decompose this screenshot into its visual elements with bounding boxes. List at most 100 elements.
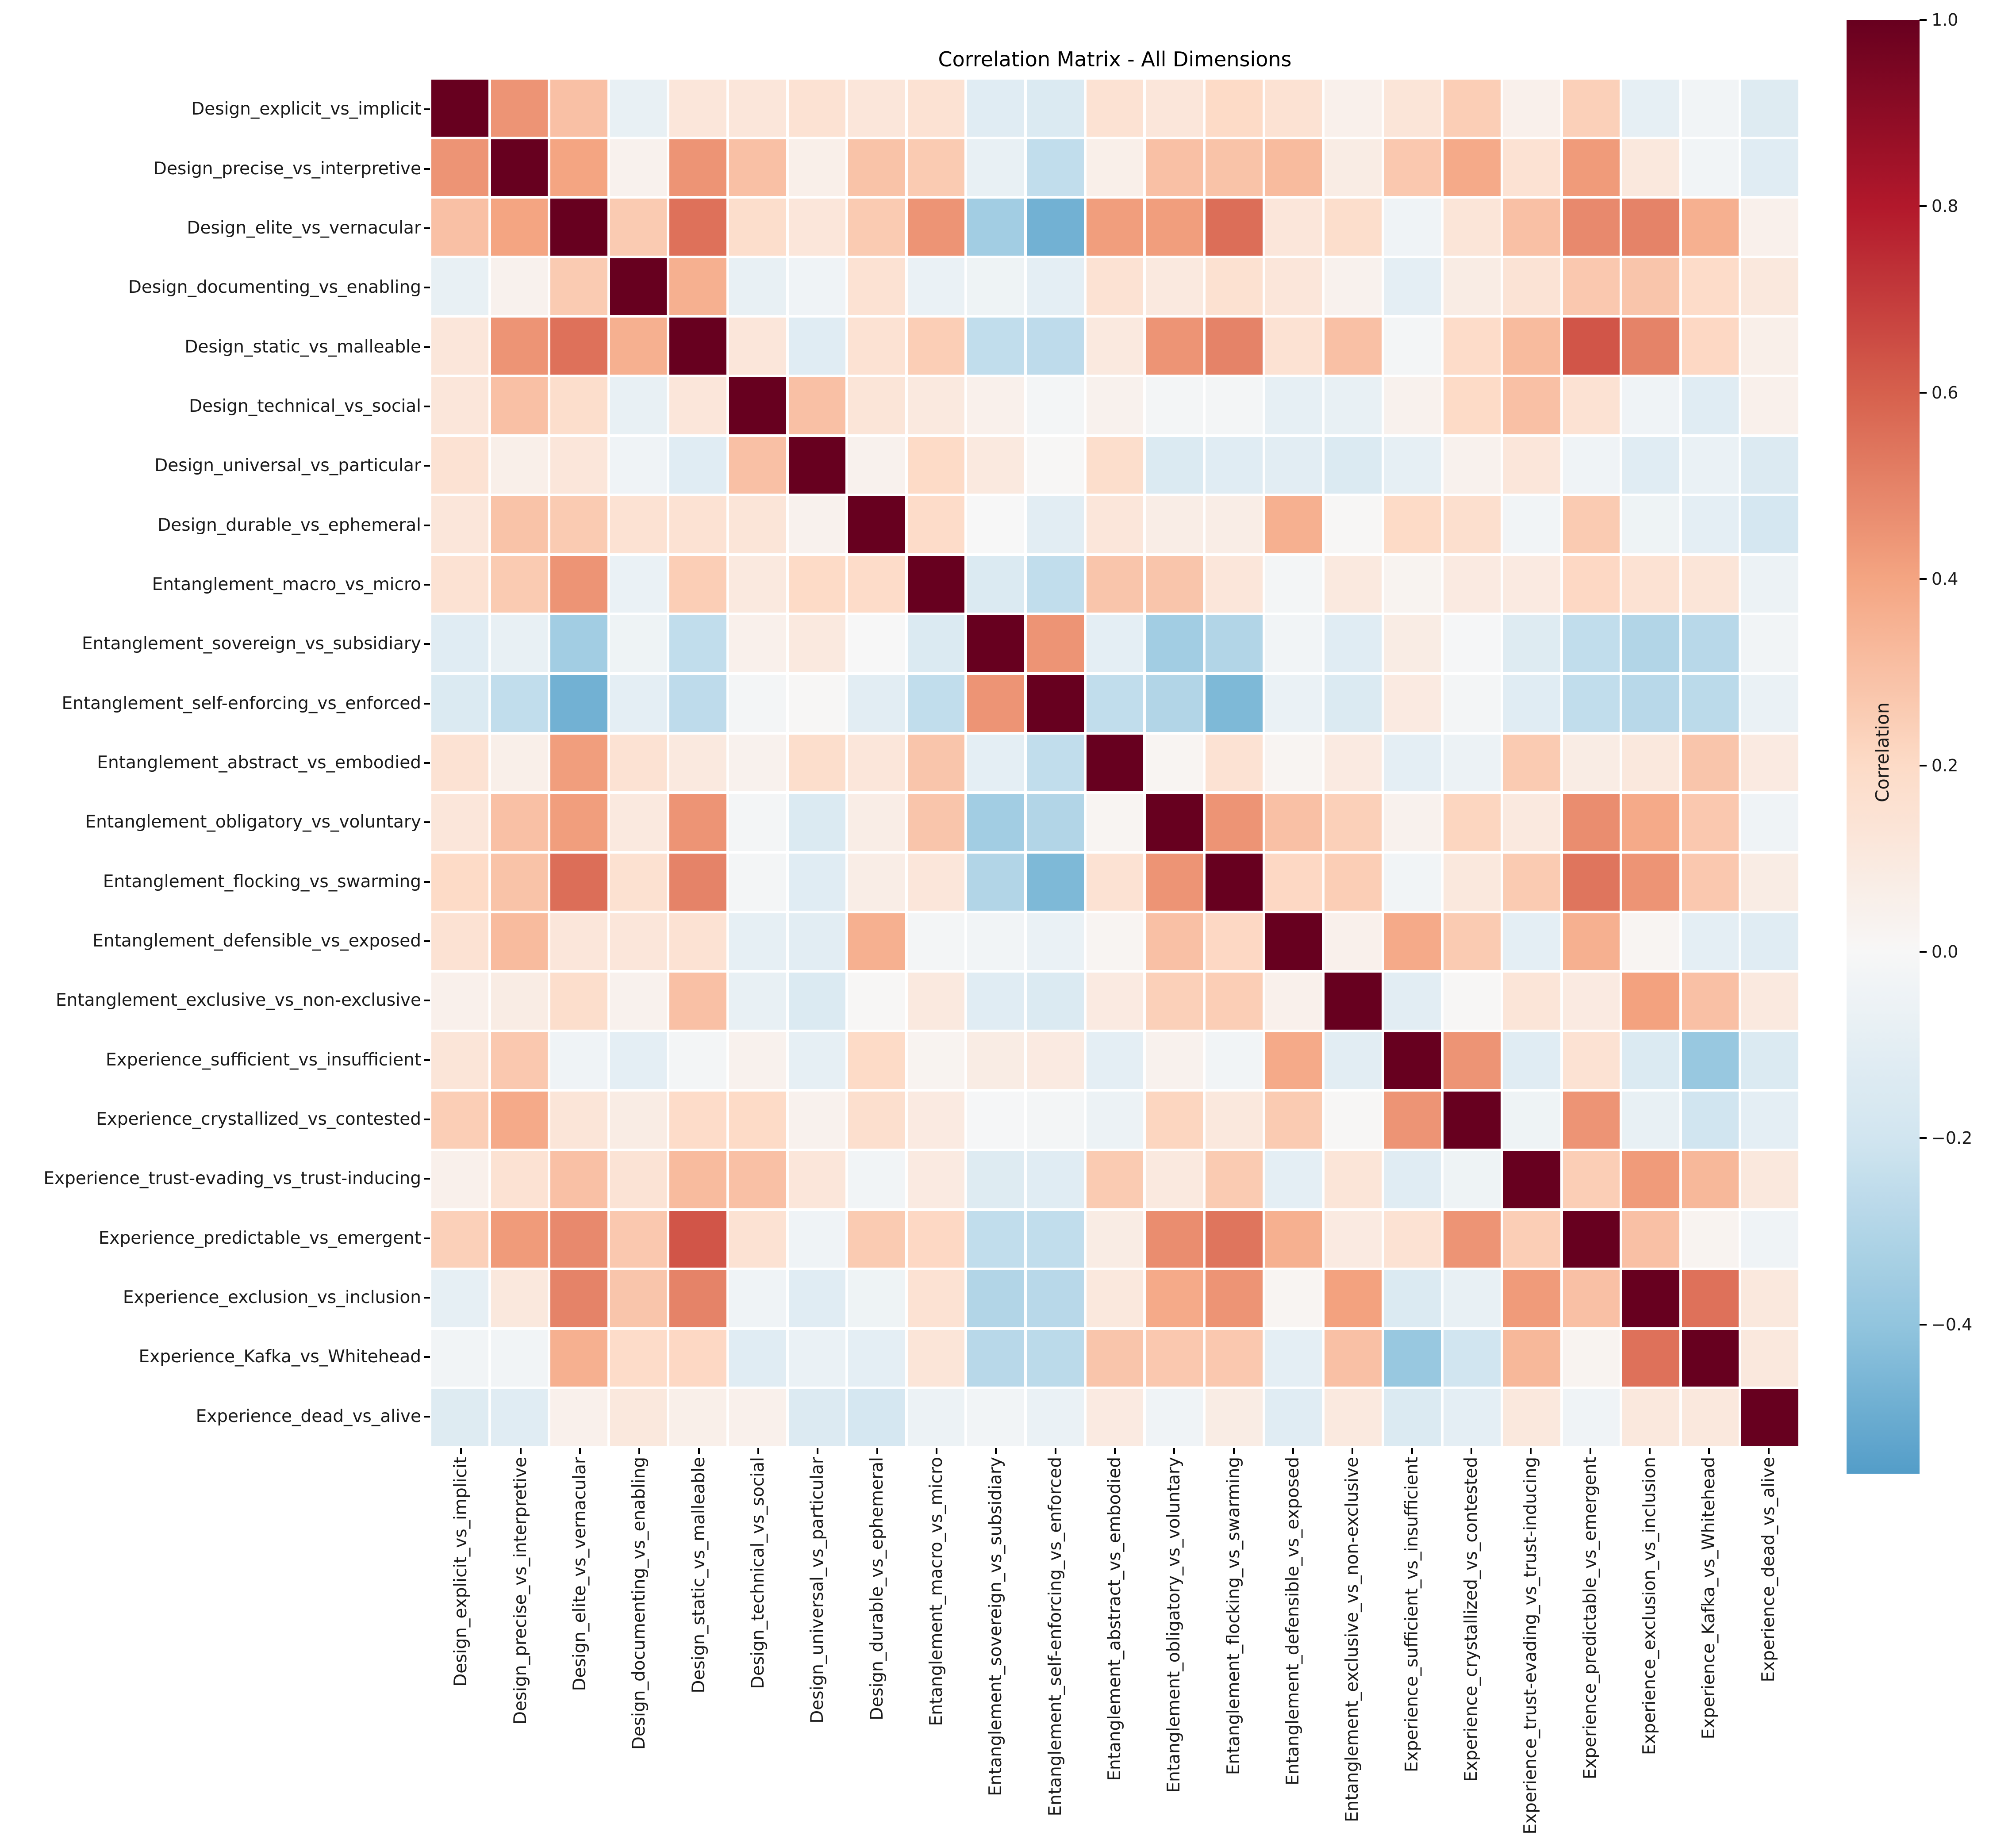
heatmap-cell [491, 139, 548, 196]
heatmap-cell [788, 318, 846, 375]
heatmap-cell [1444, 853, 1501, 911]
heatmap-cell [1027, 258, 1084, 315]
heatmap-cell [1741, 675, 1798, 732]
heatmap-cell [1325, 615, 1382, 673]
heatmap-cell [1741, 853, 1798, 911]
x-tick-label: Entanglement_sovereign_vs_subsidiary [986, 1457, 1006, 1797]
heatmap-cell [610, 1092, 667, 1149]
x-tick-mark [1054, 1448, 1056, 1454]
heatmap-cell [848, 1330, 905, 1387]
heatmap-cell [1027, 1389, 1084, 1446]
heatmap-cell [1027, 437, 1084, 494]
heatmap-cell [550, 913, 607, 970]
x-tick-label: Experience_dead_vs_alive [1758, 1457, 1778, 1682]
heatmap-cell [729, 913, 786, 970]
heatmap-cell [1027, 913, 1084, 970]
heatmap-cell [848, 973, 905, 1030]
heatmap-cell [907, 377, 965, 434]
heatmap-cell [1027, 1270, 1084, 1327]
y-tick-label: Experience_Kafka_vs_Whitehead [138, 1347, 421, 1367]
heatmap-cell [669, 1270, 727, 1327]
heatmap-cell [1444, 496, 1501, 553]
y-tick-label: Entanglement_flocking_vs_swarming [103, 871, 421, 892]
heatmap-cell [1146, 1389, 1203, 1446]
heatmap-cell [848, 615, 905, 673]
heatmap-cell [1027, 1211, 1084, 1268]
heatmap-cell [1622, 496, 1679, 553]
heatmap-cell [1205, 1389, 1263, 1446]
heatmap-cell [610, 1032, 667, 1089]
x-tick-label: Design_precise_vs_interpretive [510, 1457, 530, 1725]
y-tick-mark [424, 1119, 430, 1121]
heatmap-cell [669, 1151, 727, 1208]
heatmap-cell [1086, 1032, 1144, 1089]
heatmap-cell [550, 1032, 607, 1089]
heatmap-cell [1622, 1211, 1679, 1268]
heatmap-cell [1086, 199, 1144, 256]
x-tick-label: Design_technical_vs_social [748, 1457, 768, 1689]
heatmap-cell [1682, 1032, 1739, 1089]
heatmap-cell [1325, 437, 1382, 494]
heatmap-cell [1205, 556, 1263, 613]
heatmap-cell [491, 318, 548, 375]
y-tick-label: Experience_crystallized_vs_contested [96, 1109, 421, 1130]
x-tick-mark [1767, 1448, 1770, 1454]
heatmap-cell [1325, 1389, 1382, 1446]
heatmap-cell [1325, 1092, 1382, 1149]
heatmap-cell [1622, 1330, 1679, 1387]
heatmap-cell [848, 1032, 905, 1089]
heatmap-cell [1146, 913, 1203, 970]
heatmap-cell [1563, 1389, 1620, 1446]
heatmap-cell [1503, 496, 1560, 553]
heatmap-cell [1205, 80, 1263, 137]
heatmap-cell [1265, 1270, 1322, 1327]
heatmap-cell [1503, 258, 1560, 315]
heatmap-cell [550, 853, 607, 911]
heatmap-cell [848, 377, 905, 434]
heatmap-cell [848, 1270, 905, 1327]
heatmap-cell [1086, 377, 1144, 434]
heatmap-cell [491, 1211, 548, 1268]
heatmap-cell [967, 258, 1025, 315]
heatmap-cell [669, 496, 727, 553]
heatmap-cell [1682, 1151, 1739, 1208]
heatmap-cell [610, 556, 667, 613]
x-tick-label: Design_static_vs_malleable [688, 1457, 709, 1694]
heatmap-cell [729, 1389, 786, 1446]
heatmap-cell [967, 437, 1025, 494]
heatmap-cell [1563, 80, 1620, 137]
heatmap-cell [729, 853, 786, 911]
heatmap-cell [1086, 1151, 1144, 1208]
heatmap-cell [1265, 1151, 1322, 1208]
correlation-heatmap [431, 80, 1798, 1446]
heatmap-cell [729, 615, 786, 673]
x-tick-mark [1589, 1448, 1591, 1454]
x-tick-mark [698, 1448, 700, 1454]
x-tick-label: Entanglement_defensible_vs_exposed [1283, 1457, 1303, 1786]
heatmap-cell [1741, 794, 1798, 851]
heatmap-cell [1325, 794, 1382, 851]
heatmap-cell [431, 1032, 488, 1089]
heatmap-cell [610, 853, 667, 911]
heatmap-cell [610, 973, 667, 1030]
heatmap-cell [1086, 1330, 1144, 1387]
heatmap-cell [491, 377, 548, 434]
x-tick-mark [638, 1448, 641, 1454]
heatmap-cell [431, 1092, 488, 1149]
heatmap-cell [1086, 318, 1144, 375]
heatmap-cell [550, 1270, 607, 1327]
heatmap-cell [1027, 1151, 1084, 1208]
heatmap-cell [1682, 437, 1739, 494]
heatmap-cell [431, 675, 488, 732]
heatmap-cell [1027, 1092, 1084, 1149]
heatmap-cell [967, 80, 1025, 137]
heatmap-cell [1503, 794, 1560, 851]
heatmap-cell [907, 973, 965, 1030]
heatmap-cell [1265, 556, 1322, 613]
heatmap-cell [1325, 556, 1382, 613]
heatmap-cell [1325, 1151, 1382, 1208]
heatmap-cell [848, 913, 905, 970]
heatmap-cell [1205, 496, 1263, 553]
y-tick-mark [424, 227, 430, 229]
heatmap-cell [729, 1330, 786, 1387]
